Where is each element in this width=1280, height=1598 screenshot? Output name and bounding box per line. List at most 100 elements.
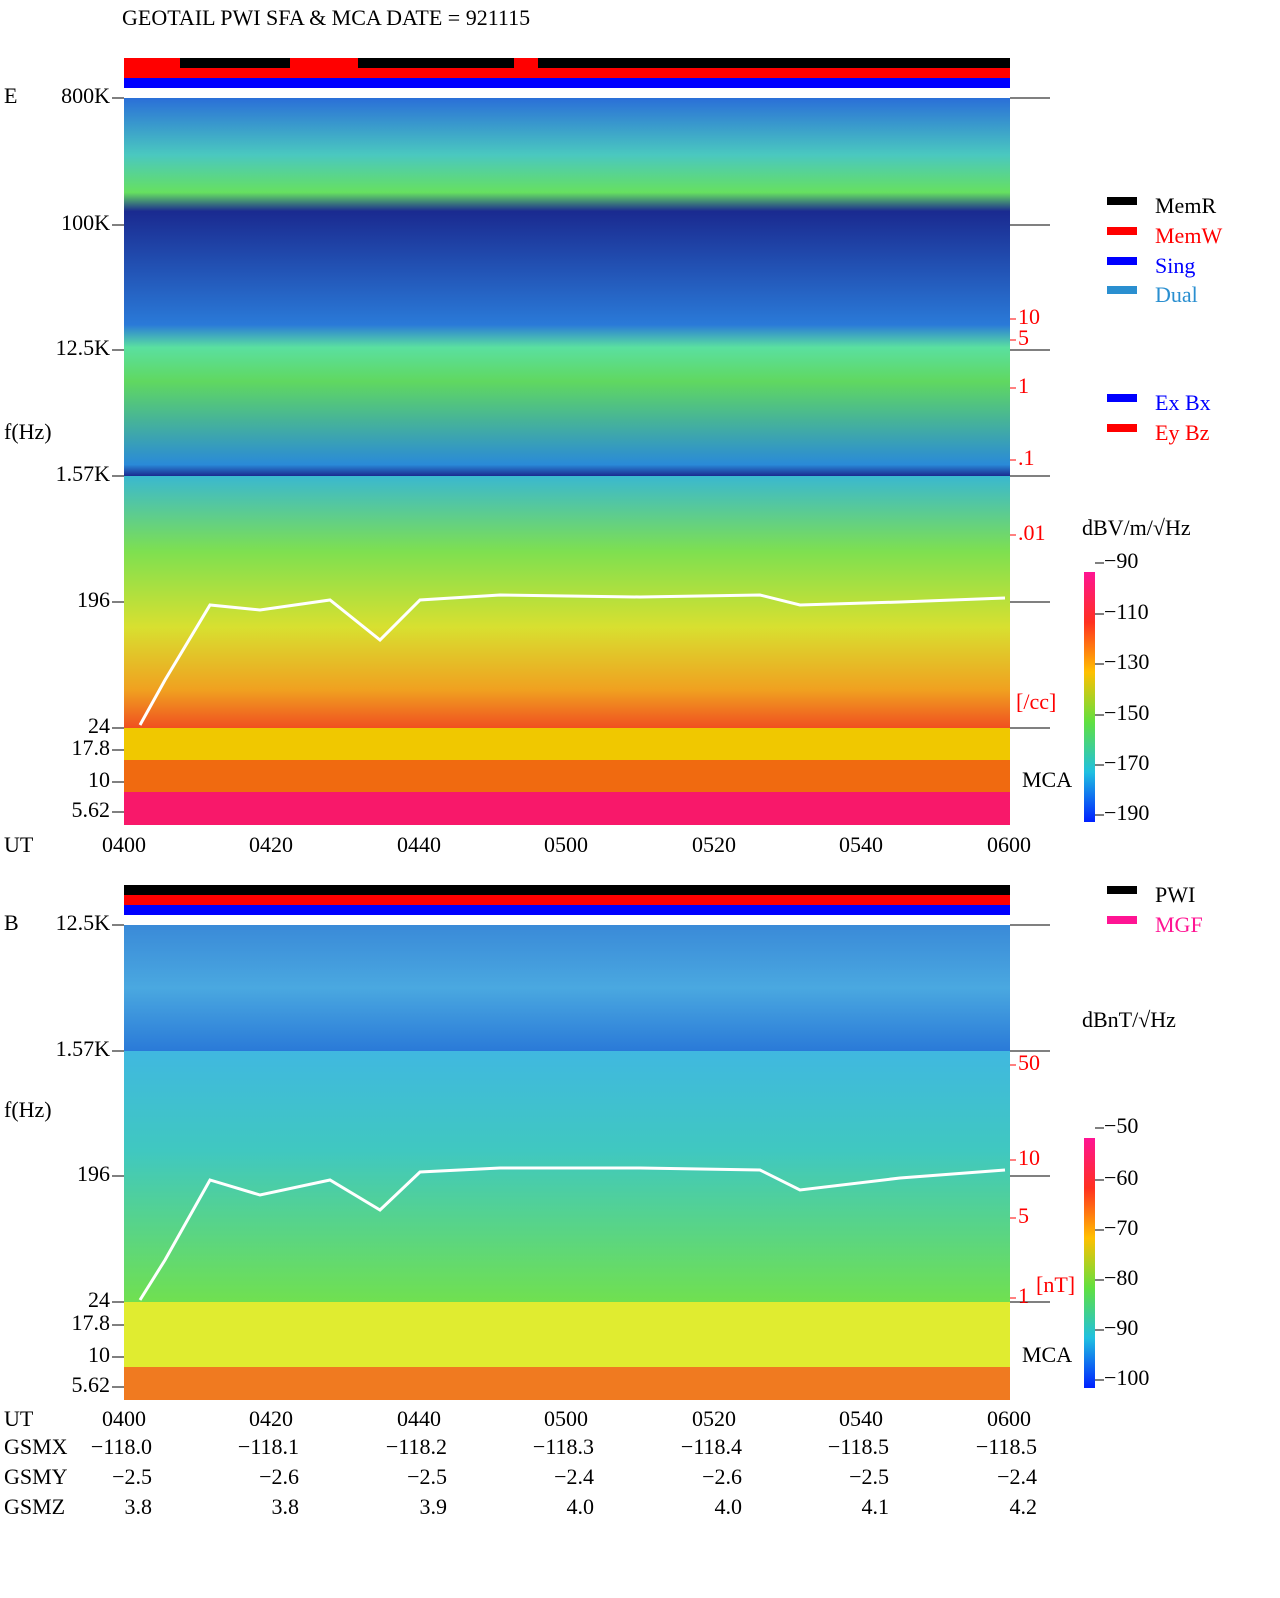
colorbar-tick-label: −130 [1104,649,1149,674]
orbit-value: −118.5 [976,1434,1037,1459]
orbit-value: −118.1 [238,1434,299,1459]
x-tick-label: 0540 [839,832,883,857]
y-tick-label: 10 [88,767,110,792]
orbit-value: −2.6 [259,1464,299,1489]
colorbar-unit: dBV/m/√Hz [1082,515,1191,540]
orbit-value: −2.4 [554,1464,594,1489]
status-bar [124,68,1010,78]
status-bar [124,78,1010,88]
colorbar-tick-label: −60 [1104,1165,1138,1190]
colorbar-tick-label: −110 [1104,599,1149,624]
legend-swatch [1107,227,1137,235]
orbit-value: −118.2 [386,1434,447,1459]
mca-band [124,792,1010,825]
legend-swatch [1107,886,1137,894]
y-tick-label: 12.5K [56,335,111,360]
orbit-value: 4.0 [715,1494,743,1519]
legend-label: Ey Bz [1155,420,1210,445]
colorbar-tick-label: −80 [1104,1265,1138,1290]
status-bar [124,895,1010,905]
panel-label: B [4,910,19,935]
colorbar-unit: dBnT/√Hz [1082,1007,1176,1032]
mca-label: MCA [1022,1342,1072,1367]
x-tick-label: 0440 [397,832,441,857]
orbit-label: GSMZ [4,1494,65,1519]
legend-swatch [1107,197,1137,205]
colorbar-tick-label: −50 [1104,1113,1138,1138]
y-tick-label: 24 [88,1287,110,1312]
orbit-value: 4.2 [1010,1494,1038,1519]
orbit-value: −2.5 [849,1464,889,1489]
density-label: 50 [1018,1050,1040,1075]
x-tick-label: 0420 [249,832,293,857]
orbit-value: −118.3 [533,1434,594,1459]
density-label: 10 [1018,1145,1040,1170]
colorbar-tick-label: −90 [1104,548,1138,573]
legend-label: MemW [1155,223,1222,248]
colorbar-tick-label: −90 [1104,1315,1138,1340]
spectrogram [124,925,1010,1051]
spectrogram [124,1051,1010,1302]
x-tick-label: 0420 [249,1406,293,1431]
orbit-value: 3.9 [420,1494,448,1519]
x-tick-label: 0440 [397,1406,441,1431]
status-bar [124,885,1010,895]
x-axis-label: UT [4,832,34,857]
density-unit: [nT] [1036,1272,1075,1297]
title: GEOTAIL PWI SFA & MCA DATE = 921115 [122,5,530,30]
mca-band [124,1302,1010,1367]
legend-label: Sing [1155,253,1195,278]
spectrogram [124,98,1010,476]
y-tick-label: 17.8 [72,735,111,760]
orbit-value: −2.5 [407,1464,447,1489]
mca-band [124,1367,1010,1400]
colorbar-tick-label: −190 [1104,800,1149,825]
y-tick-label: 12.5K [56,910,111,935]
density-label: 5 [1018,1203,1029,1228]
x-tick-label: 0520 [692,832,736,857]
y-tick-label: 10 [88,1342,110,1367]
density-label: 1 [1018,1283,1029,1308]
field-line [138,1166,1006,1301]
y-tick-label: 1.57K [56,1036,111,1061]
x-tick-label: 0400 [102,1406,146,1431]
y-tick-label: 24 [88,713,110,738]
orbit-value: −2.4 [997,1464,1037,1489]
density-label: 10 [1018,304,1040,329]
y-tick-label: 196 [77,1161,110,1186]
density-label: 5 [1018,325,1029,350]
x-tick-label: 0500 [544,832,588,857]
mca-label: MCA [1022,767,1072,792]
density-unit: [/cc] [1016,689,1056,714]
mca-band [124,728,1010,760]
plasma-line [138,593,1006,726]
legend-label: PWI [1155,882,1195,907]
y-axis-label: f(Hz) [4,419,52,444]
orbit-value: −118.4 [681,1434,742,1459]
orbit-value: −118.0 [91,1434,152,1459]
colorbar-tick-label: −100 [1104,1365,1149,1390]
colorbar [1084,1138,1095,1388]
colorbar [1084,572,1095,822]
y-tick-label: 196 [77,587,110,612]
legend-swatch [1107,286,1137,294]
x-tick-label: 0600 [987,1406,1031,1431]
mca-band [124,760,1010,792]
legend-swatch [1107,916,1137,924]
colorbar-tick-label: −70 [1104,1215,1138,1240]
orbit-value: −2.6 [702,1464,742,1489]
y-tick-label: 800K [61,83,110,108]
y-tick-label: 17.8 [72,1310,111,1335]
x-tick-label: 0520 [692,1406,736,1431]
x-tick-label: 0400 [102,832,146,857]
colorbar-tick-label: −150 [1104,700,1149,725]
status-bar [124,905,1010,915]
legend-label: MemR [1155,193,1216,218]
density-label: .1 [1018,445,1035,470]
status-bar [514,58,538,68]
status-bar [290,58,358,68]
y-tick-label: 1.57K [56,461,111,486]
x-tick-label: 0500 [544,1406,588,1431]
density-label: 1 [1018,373,1029,398]
y-tick-label: 5.62 [72,797,111,822]
